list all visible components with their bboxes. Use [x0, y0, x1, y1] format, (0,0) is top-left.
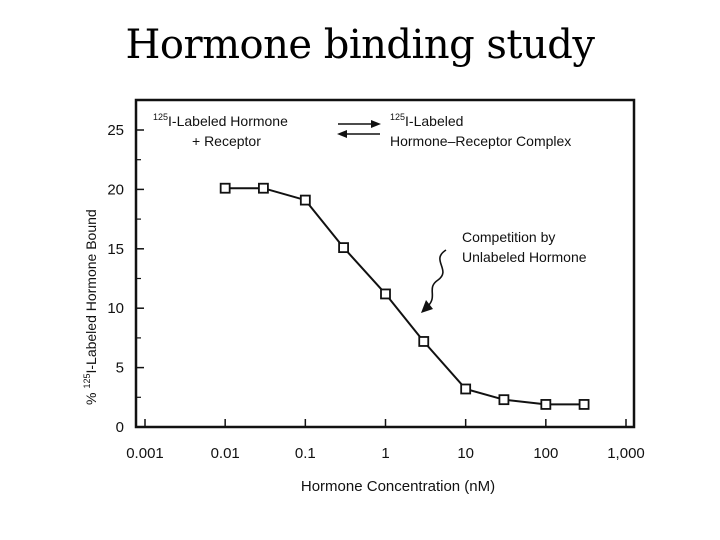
annotation-line1: Competition by — [462, 229, 555, 245]
y-tick-label: 10 — [107, 300, 124, 317]
y-tick-label: 5 — [116, 360, 124, 377]
x-tick-label: 100 — [533, 445, 558, 462]
x-tick-label: 1,000 — [607, 445, 645, 462]
x-axis-label: Hormone Concentration (nM) — [301, 478, 495, 495]
series-line — [225, 187, 585, 406]
data-point-marker — [460, 383, 472, 395]
x-tick-label: 0.01 — [211, 445, 240, 462]
annotation-arrow-icon — [421, 249, 447, 313]
y-axis-label: %125I-Labeled Hormone Bound — [82, 209, 99, 405]
data-point-marker — [299, 194, 311, 206]
y-tick-label: 0 — [116, 419, 124, 436]
x-tick-label: 1 — [381, 445, 389, 462]
reaction-right-line1: 125I-Labeled — [390, 112, 463, 129]
reaction-right-line2: Hormone–Receptor Complex — [390, 133, 571, 149]
slide-title: Hormone binding study — [125, 22, 595, 68]
y-tick-label: 20 — [107, 181, 124, 198]
data-point-marker — [578, 399, 590, 410]
y-tick-label: 25 — [107, 122, 124, 139]
data-point-marker — [338, 242, 349, 254]
data-point-marker — [498, 394, 510, 406]
reaction-left-line1: 125I-Labeled Hormone — [153, 112, 288, 129]
data-point-marker — [418, 336, 430, 347]
data-point-marker — [380, 288, 391, 300]
reaction-left-line2: + Receptor — [192, 133, 261, 149]
equilibrium-arrows-icon — [337, 120, 381, 138]
data-point-marker — [219, 182, 231, 194]
y-tick-label: 15 — [107, 241, 124, 258]
data-point-marker — [258, 182, 269, 194]
data-point-marker — [540, 399, 552, 410]
annotation-line2: Unlabeled Hormone — [462, 249, 587, 265]
x-tick-label: 10 — [457, 445, 474, 462]
x-tick-label: 0.001 — [126, 445, 164, 462]
x-tick-label: 0.1 — [295, 445, 316, 462]
